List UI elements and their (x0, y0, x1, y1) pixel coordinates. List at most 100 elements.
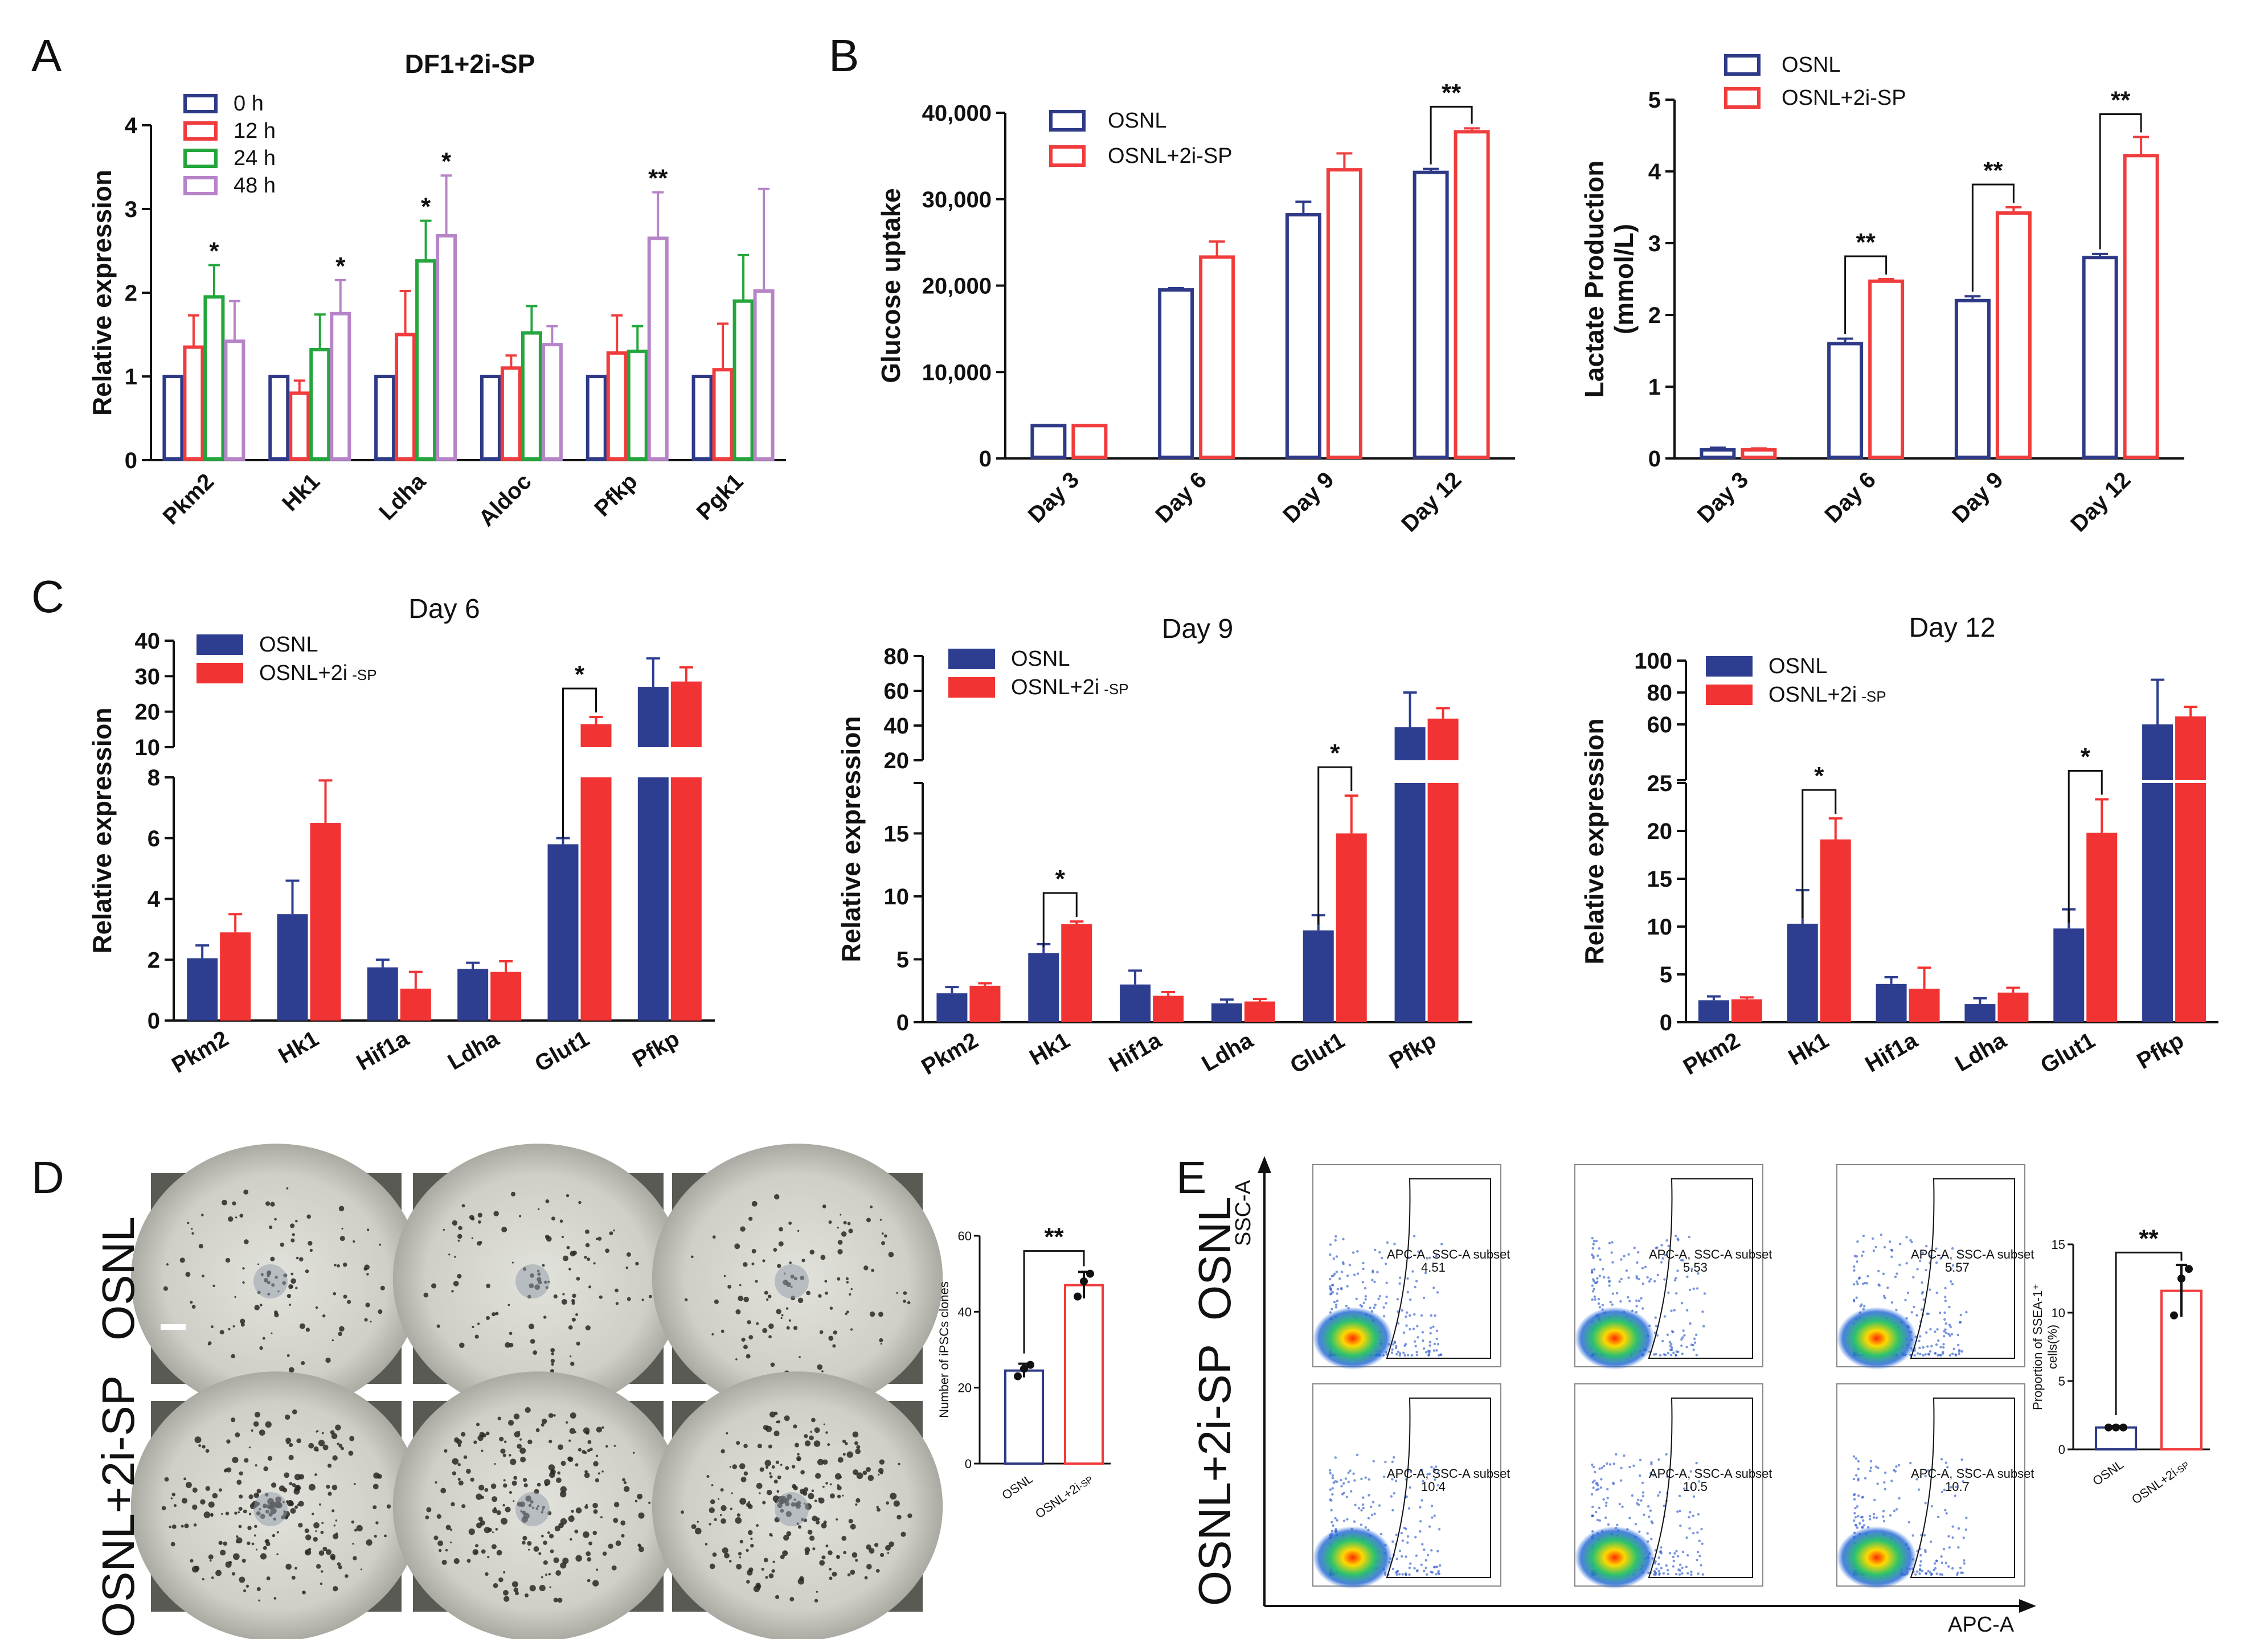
colony-dot (543, 1316, 547, 1319)
colony-dot (185, 1272, 191, 1277)
gate-polygon (1910, 1178, 2015, 1359)
bar (490, 972, 522, 1021)
event-dot (1332, 1524, 1334, 1527)
colony-dot (638, 1546, 644, 1552)
colony-dot (477, 1322, 480, 1325)
colony-dot (762, 1327, 768, 1333)
colony-dot (451, 1290, 454, 1293)
colony-dot (743, 1345, 748, 1350)
event-dot (1623, 1454, 1626, 1457)
event-dot (1424, 1566, 1427, 1570)
event-dot (1654, 1316, 1657, 1319)
event-dot (1373, 1306, 1375, 1309)
colony-dot (435, 1481, 437, 1484)
event-dot (1428, 1341, 1432, 1343)
colony-dot (613, 1444, 616, 1447)
event-dot (1635, 1277, 1639, 1280)
event-dot (1915, 1314, 1918, 1317)
colony-dot (257, 1263, 260, 1265)
event-dot (1959, 1313, 1962, 1317)
colony-dot (609, 1231, 613, 1235)
colony-dot (885, 1544, 891, 1551)
y-tick-label: 20 (135, 700, 161, 725)
colony-dot (597, 1236, 602, 1241)
y-tick-label: 0 (896, 1010, 909, 1035)
event-dot (1654, 1573, 1657, 1576)
y-tick-label: 5 (896, 947, 909, 972)
event-dot (1425, 1573, 1428, 1576)
event-dot (1965, 1468, 1968, 1470)
event-dot (1696, 1531, 1699, 1534)
colony-dot (291, 1575, 296, 1580)
event-dot (1695, 1461, 1698, 1465)
event-dot (1416, 1325, 1419, 1327)
colony-dot (191, 1305, 196, 1309)
colony-dot (774, 1194, 780, 1200)
colony-dot (431, 1283, 437, 1289)
event-dot (1628, 1465, 1631, 1469)
colony-dot (331, 1509, 335, 1513)
colony-dot (584, 1472, 590, 1478)
colony-dot (726, 1432, 728, 1435)
event-dot (1667, 1351, 1669, 1355)
colony-dot (170, 1497, 173, 1499)
y-tick-label: 20 (1647, 819, 1673, 844)
event-dot (1597, 1302, 1600, 1305)
colony-dot (474, 1334, 479, 1339)
colony-dot (492, 1508, 498, 1514)
y-tick-label: 60 (1647, 712, 1673, 737)
event-dot (1888, 1240, 1892, 1243)
event-dot (1913, 1305, 1915, 1309)
colony-dot (730, 1507, 732, 1510)
colony-dot (586, 1503, 588, 1506)
event-dot (1882, 1294, 1886, 1297)
event-dot (1390, 1351, 1394, 1354)
colony-dot (337, 1443, 340, 1445)
bar (1827, 342, 1864, 460)
colony-dot (812, 1515, 818, 1522)
colony-dot (325, 1549, 332, 1555)
event-dot (1374, 1304, 1377, 1306)
colony-dot (248, 1513, 252, 1515)
event-dot (1393, 1341, 1397, 1344)
colony-dot (450, 1529, 453, 1531)
colony-dot (755, 1280, 758, 1283)
event-dot (1692, 1349, 1695, 1351)
y-axis-label: Relative expression (1579, 718, 1609, 964)
event-dot (1362, 1267, 1365, 1271)
chart-title: Day 6 (408, 594, 480, 624)
legend-label: OSNL+2i-SP (1768, 683, 1886, 707)
colony-dot (511, 1480, 517, 1486)
event-dot (1910, 1311, 1913, 1314)
event-dot (1913, 1349, 1917, 1352)
event-dot (1702, 1325, 1705, 1328)
flow-y-label: SSC-A (1231, 1179, 1255, 1246)
colony-dot (236, 1535, 239, 1538)
colony-dot (231, 1354, 235, 1359)
event-dot (1936, 1328, 1939, 1331)
colony-dot (584, 1451, 587, 1454)
event-dot (1345, 1495, 1349, 1498)
event-dot (1641, 1481, 1644, 1485)
colony-dot (356, 1525, 363, 1532)
colony-dot (792, 1484, 797, 1489)
bar (220, 932, 251, 1021)
event-dot (1949, 1325, 1952, 1329)
event-dot (1937, 1339, 1940, 1342)
event-dot (1703, 1292, 1706, 1295)
event-dot (1398, 1276, 1402, 1279)
event-dot (1338, 1277, 1341, 1280)
colony-dot (578, 1200, 582, 1204)
event-dot (1438, 1354, 1440, 1357)
event-dot (1700, 1564, 1702, 1567)
significance-bracket (1802, 789, 1837, 918)
event-dot (1391, 1460, 1394, 1464)
colony-dot (855, 1559, 858, 1562)
colony-dot (571, 1298, 575, 1303)
event-dot (1372, 1501, 1375, 1503)
event-dot (1334, 1517, 1337, 1520)
event-dot (1681, 1336, 1684, 1339)
event-dot (1395, 1533, 1398, 1536)
colony-dot (776, 1490, 780, 1493)
